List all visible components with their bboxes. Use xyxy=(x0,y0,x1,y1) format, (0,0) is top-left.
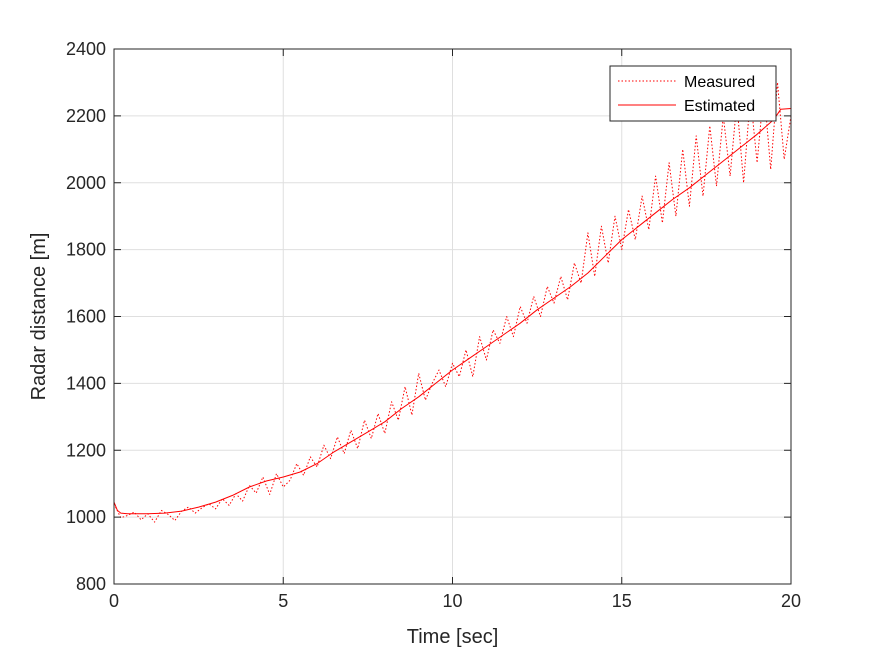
legend-label-estimated: Estimated xyxy=(684,98,755,115)
y-tick-label: 1000 xyxy=(66,507,106,527)
x-tick-label: 20 xyxy=(781,591,801,611)
x-tick-label: 5 xyxy=(278,591,288,611)
y-axis-label: Radar distance [m] xyxy=(28,233,50,401)
y-tick-label: 1200 xyxy=(66,440,106,460)
legend-box xyxy=(609,65,777,122)
x-tick-label: 15 xyxy=(612,591,632,611)
y-tick-label: 2200 xyxy=(66,106,106,126)
y-tick-label: 800 xyxy=(76,574,106,594)
series-line-estimated xyxy=(113,108,792,515)
y-tick-label: 1400 xyxy=(66,373,106,393)
series-layer xyxy=(113,81,792,523)
axis-ticks: 0 5 10 15 20 800 1000 1200 1400 1600 1800 2000 2200 2… xyxy=(66,39,801,611)
x-axis-label: Time [sec] xyxy=(407,626,499,648)
x-tick-label: 0 xyxy=(109,591,119,611)
series-line-measured xyxy=(113,81,792,523)
legend-label-measured: Measured xyxy=(684,74,755,91)
y-tick-label: 2000 xyxy=(66,173,106,193)
y-tick-label: 1800 xyxy=(66,240,106,260)
x-tick-label: 10 xyxy=(442,591,462,611)
y-tick-label: 1600 xyxy=(66,307,106,327)
y-tick-label: 2400 xyxy=(66,39,106,59)
legend: Measured Estimated xyxy=(609,65,777,122)
